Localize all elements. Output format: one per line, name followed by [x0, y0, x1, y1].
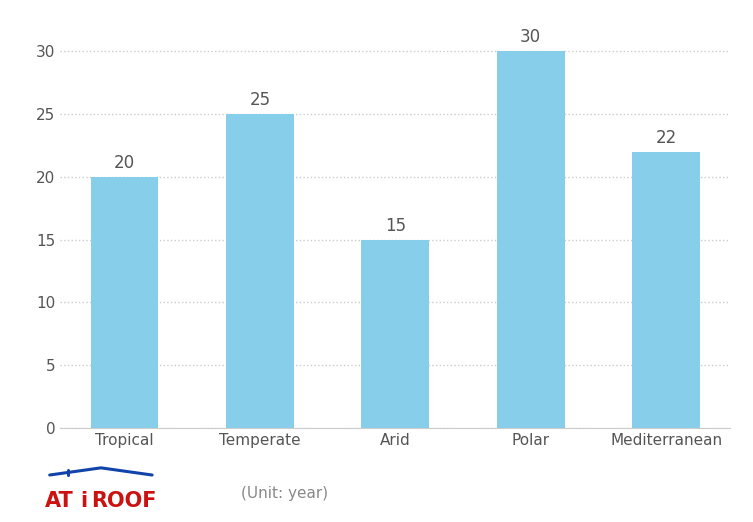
Bar	[226, 114, 294, 428]
Text: 20: 20	[114, 154, 135, 172]
Bar	[361, 240, 429, 428]
Text: (Unit: year): (Unit: year)	[241, 486, 328, 501]
Bar	[497, 51, 565, 428]
Text: i: i	[81, 491, 87, 511]
Text: 22: 22	[655, 129, 677, 147]
Text: AT: AT	[45, 491, 74, 511]
Text: ROOF: ROOF	[91, 491, 157, 511]
Text: 15: 15	[385, 217, 406, 234]
Text: 25: 25	[249, 91, 270, 109]
Bar	[90, 177, 158, 428]
Bar	[633, 152, 700, 428]
Text: 30: 30	[520, 28, 541, 46]
